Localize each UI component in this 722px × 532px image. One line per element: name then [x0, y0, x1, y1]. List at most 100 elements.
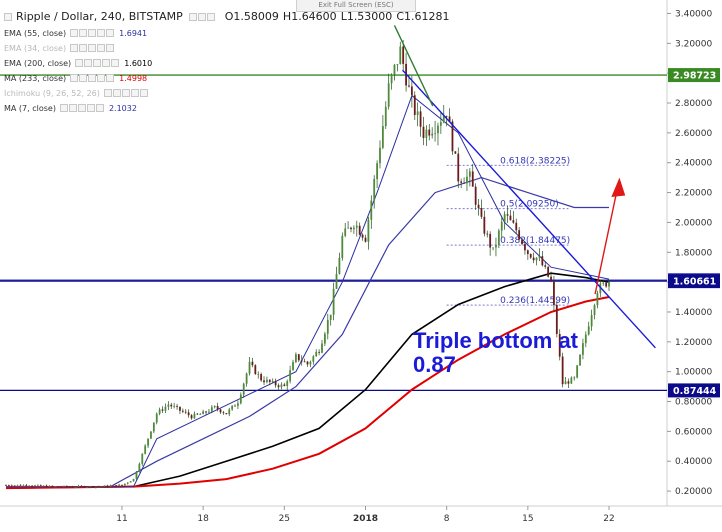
- more-icon[interactable]: [106, 44, 115, 52]
- candle-body: [425, 129, 428, 138]
- candle-body: [63, 485, 65, 487]
- more-icon[interactable]: [206, 12, 215, 21]
- candle-body: [567, 381, 570, 384]
- indicator-row[interactable]: EMA (34, close): [4, 41, 115, 55]
- candle-body: [45, 485, 48, 487]
- collapse-icon[interactable]: [4, 12, 12, 21]
- candle-body: [518, 230, 521, 240]
- more-icon[interactable]: [111, 59, 120, 67]
- settings-icon[interactable]: [88, 29, 97, 37]
- candle-body: [225, 413, 228, 415]
- exit-fullscreen-button[interactable]: Exit Full Screen (ESC): [296, 0, 416, 12]
- close-icon[interactable]: [97, 29, 106, 37]
- candle-body: [341, 235, 344, 259]
- candle-body: [332, 288, 335, 315]
- indicator-row[interactable]: MA (7, close) 2.1032: [4, 101, 137, 115]
- candle-body: [245, 373, 248, 384]
- close-icon[interactable]: [197, 12, 206, 21]
- candle-body: [300, 360, 303, 362]
- more-icon[interactable]: [106, 74, 115, 82]
- visibility-icon[interactable]: [68, 104, 77, 112]
- visibility-icon[interactable]: [112, 89, 121, 97]
- candle-body: [179, 406, 181, 411]
- candle-body: [187, 412, 190, 416]
- indicator-row[interactable]: MA (233, close) 1.4998: [4, 71, 147, 85]
- y-tick-label: 0.60000: [675, 427, 712, 437]
- candle-body: [538, 256, 541, 258]
- candle-body: [152, 422, 155, 432]
- candle-body: [390, 74, 393, 84]
- candle-body: [170, 404, 173, 407]
- settings-icon[interactable]: [93, 59, 102, 67]
- candle-body: [28, 485, 31, 487]
- close-icon[interactable]: [102, 59, 111, 67]
- close-icon[interactable]: [97, 44, 106, 52]
- candle-body: [439, 122, 442, 126]
- candle-body: [367, 219, 370, 242]
- candle-body: [266, 379, 268, 383]
- candle-body: [489, 233, 492, 248]
- settings-icon[interactable]: [88, 44, 97, 52]
- candle-body: [396, 64, 399, 65]
- settings-icon[interactable]: [88, 74, 97, 82]
- indicator-label: EMA (200, close): [4, 58, 72, 68]
- settings-icon[interactable]: [77, 104, 86, 112]
- candle-body: [239, 394, 242, 404]
- indicator-row[interactable]: EMA (200, close) 1.6010: [4, 56, 152, 70]
- candle-body: [100, 486, 103, 488]
- visibility-icon[interactable]: [84, 59, 93, 67]
- more-icon[interactable]: [139, 89, 148, 97]
- dropdown-icon[interactable]: [70, 44, 79, 52]
- candle-body: [590, 315, 593, 327]
- price-axis[interactable]: [667, 0, 722, 528]
- trendline[interactable]: [402, 69, 656, 349]
- dropdown-icon[interactable]: [59, 104, 68, 112]
- candle-body: [303, 361, 306, 363]
- visibility-icon[interactable]: [79, 29, 88, 37]
- x-tick-label: 22: [603, 514, 614, 524]
- indicator-row[interactable]: EMA (55, close) 1.6941: [4, 26, 147, 40]
- candle-body: [338, 258, 341, 274]
- ema-55-line[interactable]: [5, 176, 609, 489]
- settings-icon[interactable]: [121, 89, 130, 97]
- close-icon[interactable]: [97, 74, 106, 82]
- candle-body: [65, 485, 68, 487]
- candle-body: [451, 121, 454, 152]
- candle-body: [254, 365, 257, 375]
- candle-body: [25, 485, 28, 486]
- annotation-line-2: 0.87: [413, 352, 456, 377]
- visibility-icon[interactable]: [79, 74, 88, 82]
- settings-icon[interactable]: [188, 12, 197, 21]
- chart-header: Ripple / Dollar, 240, BITSTAMP O1.58009 …: [4, 10, 449, 23]
- close-icon[interactable]: [86, 104, 95, 112]
- close-icon[interactable]: [130, 89, 139, 97]
- y-tick-label: 3.20000: [675, 39, 712, 49]
- visibility-icon[interactable]: [79, 44, 88, 52]
- price-label-text: 0.87444: [673, 386, 717, 397]
- candle-body: [387, 83, 390, 107]
- projection-arrow-line[interactable]: [594, 189, 618, 295]
- more-icon[interactable]: [106, 29, 115, 37]
- dropdown-icon[interactable]: [103, 89, 112, 97]
- dropdown-icon[interactable]: [70, 74, 79, 82]
- ma-233-line[interactable]: [5, 296, 610, 490]
- ma-7-line[interactable]: [6, 94, 610, 488]
- candle-body: [358, 225, 361, 235]
- trend-segment[interactable]: [393, 25, 434, 107]
- candle-body: [468, 171, 471, 177]
- candle-body: [492, 247, 494, 249]
- candle-body: [268, 379, 271, 383]
- candle-body: [579, 354, 581, 366]
- candle-body: [593, 305, 596, 316]
- dropdown-icon[interactable]: [70, 29, 79, 37]
- indicator-row[interactable]: Ichimoku (9, 26, 52, 26): [4, 86, 149, 100]
- more-icon[interactable]: [95, 104, 104, 112]
- candle-body: [347, 227, 349, 229]
- fib-level-label: 0.382(1.84475): [500, 236, 570, 246]
- candle-body: [260, 374, 263, 381]
- candle-body: [155, 413, 158, 423]
- dropdown-icon[interactable]: [75, 59, 84, 67]
- candle-body: [553, 280, 555, 306]
